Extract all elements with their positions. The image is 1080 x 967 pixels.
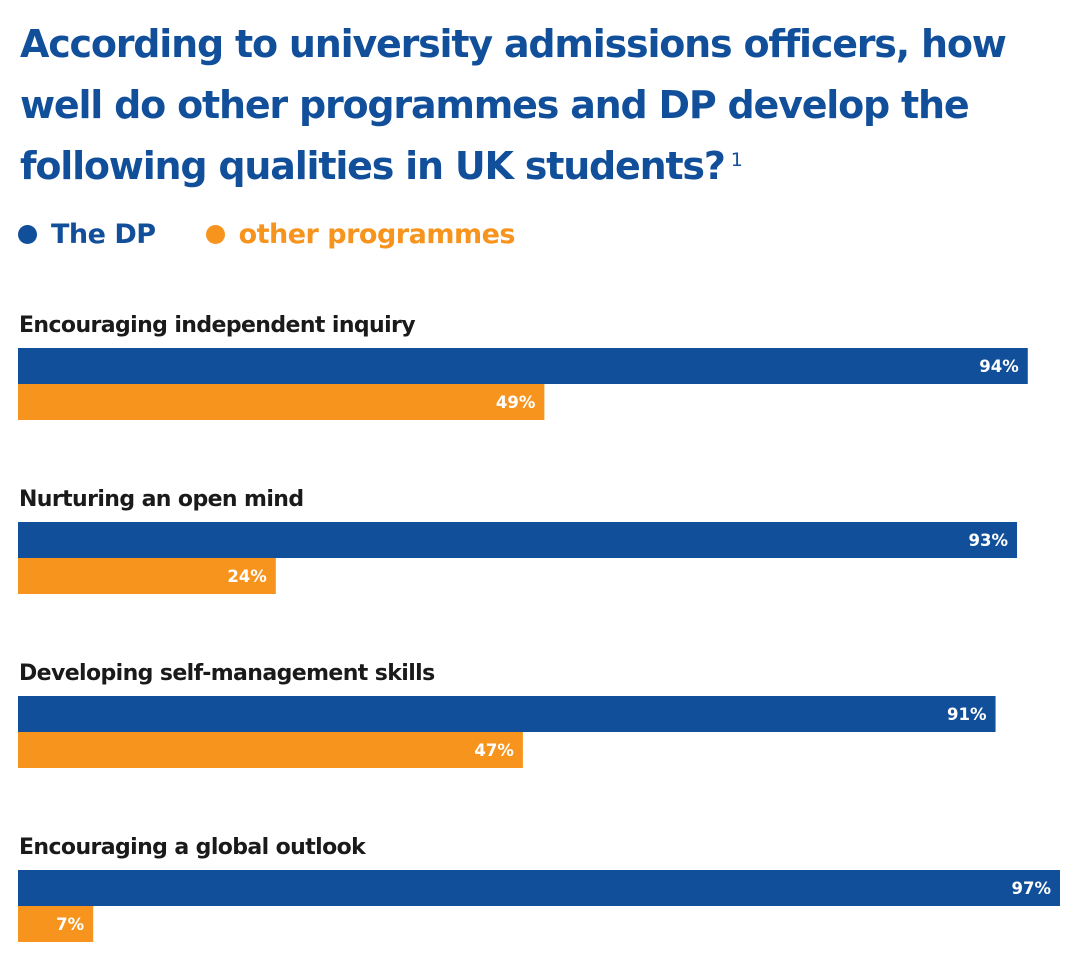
- bar-other: [18, 906, 94, 942]
- data-label: 91%: [947, 705, 987, 724]
- category-label: Developing self-management skills: [19, 661, 435, 686]
- bar-dp: [18, 870, 1060, 906]
- bar-dp: [18, 348, 1028, 384]
- data-label: 7%: [56, 915, 84, 934]
- bar-other: [18, 384, 545, 420]
- legend-item-other: other programmes: [205, 218, 516, 250]
- data-label: 49%: [496, 393, 536, 412]
- bar-other: [18, 558, 276, 594]
- bar-dp: [18, 696, 996, 732]
- data-label: 47%: [474, 741, 514, 760]
- legend: The DP other programmes: [18, 214, 565, 254]
- chart-title: According to university admissions offic…: [20, 22, 1007, 188]
- legend-item-dp: The DP: [18, 219, 156, 250]
- legend-label-other: other programmes: [238, 218, 516, 250]
- category-label: Encouraging independent inquiry: [19, 313, 415, 338]
- bar-dp: [18, 522, 1018, 558]
- legend-dot-dp: [18, 224, 37, 244]
- data-label: 97%: [1012, 879, 1052, 898]
- legend-dot-other: [205, 224, 225, 244]
- category-label: Nurturing an open mind: [19, 487, 304, 512]
- data-label: 94%: [979, 357, 1019, 376]
- data-label: 24%: [227, 567, 267, 586]
- category-label: Encouraging a global outlook: [19, 835, 367, 860]
- data-label: 93%: [969, 531, 1009, 550]
- footnote-marker: 1: [730, 149, 743, 171]
- legend-label-dp: The DP: [51, 218, 156, 250]
- bar-other: [18, 732, 523, 768]
